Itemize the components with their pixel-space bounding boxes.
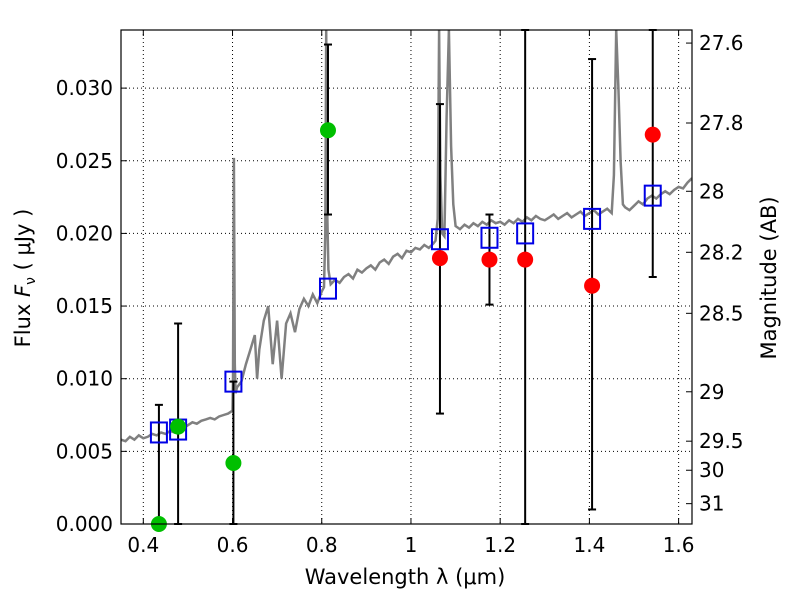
x-tick-label: 1 [405,533,418,557]
y-tick-label: 0.025 [56,149,113,173]
right-tick-label: 27.8 [699,111,744,135]
y-tick-label: 0.010 [56,367,113,391]
right-tick-label: 31 [699,492,724,516]
y-axis-label-subscript: ν [23,277,39,285]
y-tick-label: 0.000 [56,512,113,536]
right-tick-label: 28.5 [699,301,744,325]
observed-point [319,122,336,139]
right-tick-label: 30 [699,458,724,482]
right-tick-label: 28.2 [699,240,744,264]
observed-point [584,277,601,294]
x-axis-ticks: 0.4 0.6 0.8 1 1.2 1.4 1.6 [127,30,695,557]
observed-point [170,418,187,435]
model-point-square [224,370,243,393]
y-tick-label: 0.020 [56,221,113,245]
y-axis-label-symbol: F [11,284,35,297]
model-point-square [149,421,168,444]
model-point-square [318,277,337,300]
y-tick-label: 0.030 [56,76,113,100]
right-tick-label: 27.6 [699,31,744,55]
right-axis-ticks: 27.6 27.8 28 28.2 28.5 29 29.5 30 31 [686,31,744,516]
spectrum-line [121,30,692,443]
model-point-square [516,222,535,245]
error-bars [154,29,657,525]
y-axis-label-suffix: ( μJy ) [11,209,35,277]
x-tick-label: 1.4 [573,533,605,557]
observed-point [431,250,448,267]
model-point-square [643,184,662,207]
observed-point [644,126,661,143]
plot-frame [120,29,693,525]
right-tick-label: 28 [699,179,724,203]
observed-point [225,454,242,471]
y-tick-label: 0.015 [56,294,113,318]
x-tick-label: 1.6 [663,533,695,557]
x-tick-label: 0.6 [217,533,249,557]
grid [121,30,692,525]
y-axis-ticks: 0.000 0.005 0.010 0.015 0.020 0.025 0.030 [56,76,127,536]
x-tick-label: 1.2 [484,533,516,557]
right-axis-label: Magnitude (AB) [757,196,781,359]
spectrum-series [121,30,692,443]
model-point-square [583,207,602,230]
y-axis-label-prefix: Flux [11,297,35,347]
right-tick-label: 29.5 [699,429,744,453]
observed-point [481,251,498,268]
model-point-square [480,226,499,249]
markers [149,122,662,532]
right-tick-label: 29 [699,380,724,404]
x-tick-label: 0.4 [127,533,159,557]
model-point-square [430,228,449,251]
y-tick-label: 0.005 [56,439,113,463]
observed-point [517,251,534,268]
x-axis-label: Wavelength λ (μm) [305,565,506,589]
x-tick-label: 0.8 [306,533,338,557]
y-axis-label: Flux Fν ( μJy ) [11,209,39,348]
